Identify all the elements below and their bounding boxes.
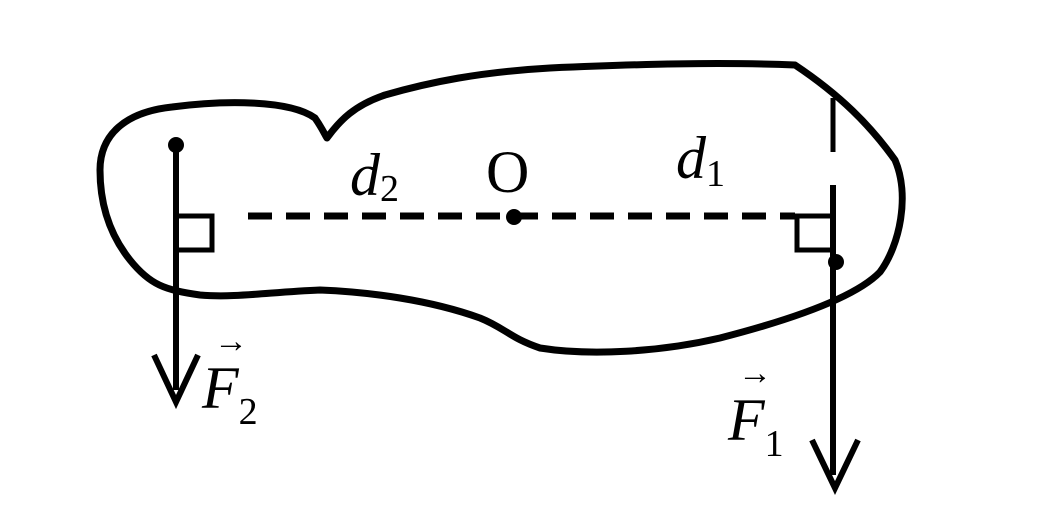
f1-application-point (828, 254, 844, 270)
f1-arrowhead (809, 438, 861, 495)
f1-label: → F1 (727, 355, 784, 465)
svg-text:d2: d2 (350, 142, 399, 210)
d1-label: d1 (676, 125, 725, 195)
rigid-body-outline (96, 60, 906, 356)
f1-subscript: 1 (765, 423, 784, 465)
d2-subscript: 2 (380, 168, 399, 210)
f2-vector-mark: → (214, 323, 248, 360)
f2-base: F (201, 355, 240, 421)
d1-subscript: 1 (706, 153, 725, 195)
svg-text:d1: d1 (676, 125, 725, 195)
f2-subscript: 2 (239, 391, 258, 433)
f1-base: F (727, 387, 766, 453)
d2-label: d2 (350, 142, 399, 210)
f2-label: → F2 (201, 323, 258, 433)
f1-right-angle-mark (794, 213, 833, 253)
d2-base: d (350, 142, 381, 208)
f1-vector-mark: → (738, 355, 772, 392)
f2-right-angle-mark (176, 213, 215, 253)
d1-base: d (676, 125, 707, 191)
svg-text:F2: F2 (201, 355, 258, 433)
pivot-label: O (486, 139, 529, 205)
svg-text:F1: F1 (727, 387, 784, 465)
f2-arrowhead (151, 353, 201, 410)
pivot-point (506, 209, 522, 225)
